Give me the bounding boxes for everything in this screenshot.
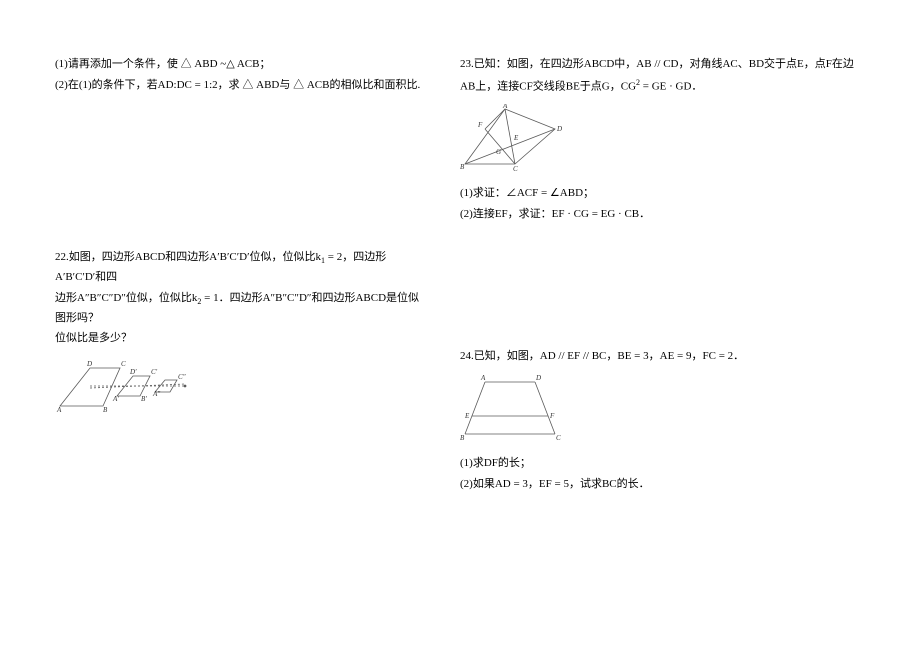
- svg-text:C: C: [556, 434, 561, 442]
- svg-text:F: F: [549, 412, 555, 420]
- svg-text:E: E: [513, 134, 519, 142]
- svg-text:B′: B′: [141, 395, 147, 403]
- q22: 22.如图，四边形ABCD和四边形A′B′C′D′位似，位似比k1 = 2，四边…: [55, 248, 425, 416]
- svg-text:A: A: [56, 406, 62, 414]
- q22-line3: 位似比是多少？: [55, 329, 425, 348]
- svg-text:D: D: [535, 374, 541, 382]
- q23-part2: (2)连接EF，求证：EF · CG = EG · CB．: [460, 205, 860, 224]
- svg-text:C: C: [121, 360, 126, 368]
- q23-number: 23.: [460, 58, 474, 70]
- svg-text:D′: D′: [129, 368, 137, 376]
- svg-text:F: F: [477, 121, 483, 129]
- q24-diagram: A D E F B C: [460, 374, 860, 444]
- q23-diagram: A B C D E F G: [460, 104, 860, 174]
- q22-number: 22.: [55, 251, 69, 263]
- svg-text:A: A: [502, 104, 508, 110]
- q24-part1: (1)求DF的长；: [460, 454, 860, 473]
- svg-text:C′: C′: [151, 368, 158, 376]
- q21: (1)请再添加一个条件，使 △ ABD ~△ ACB； (2)在(1)的条件下，…: [55, 55, 425, 94]
- svg-text:C: C: [513, 165, 518, 173]
- q22-diagram: A D C B A′ D′ C′ B′ A″ C″: [55, 356, 425, 416]
- svg-text:A″: A″: [152, 390, 160, 398]
- svg-text:D: D: [86, 360, 92, 368]
- svg-text:D: D: [556, 125, 562, 133]
- svg-text:B: B: [460, 434, 465, 442]
- svg-text:G: G: [496, 148, 501, 156]
- q21-part1: (1)请再添加一个条件，使 △ ABD ~△ ACB；: [55, 55, 425, 74]
- q23-line1: 23.已知：如图，在四边形ABCD中，AB // CD，对角线AC、BD交于点E…: [460, 55, 860, 74]
- q24-line1: 24.已知，如图，AD // EF // BC，BE = 3，AE = 9，FC…: [460, 347, 860, 366]
- svg-text:B: B: [460, 163, 465, 171]
- q24-number: 24.: [460, 350, 474, 362]
- svg-text:A′: A′: [112, 395, 119, 403]
- q21-part2: (2)在(1)的条件下，若AD:DC = 1:2，求 △ ABD与 △ ACB的…: [55, 76, 425, 95]
- q24: 24.已知，如图，AD // EF // BC，BE = 3，AE = 9，FC…: [460, 347, 860, 493]
- q22-line1: 22.如图，四边形ABCD和四边形A′B′C′D′位似，位似比k1 = 2，四边…: [55, 248, 425, 286]
- q23: 23.已知：如图，在四边形ABCD中，AB // CD，对角线AC、BD交于点E…: [460, 55, 860, 223]
- q24-part2: (2)如果AD = 3，EF = 5，试求BC的长．: [460, 475, 860, 494]
- q22-line2: 边形A″B″C″D″位似，位似比k2 = 1．四边形A″B″C″D″和四边形AB…: [55, 289, 425, 327]
- svg-text:C″: C″: [178, 373, 186, 381]
- svg-text:A: A: [480, 374, 486, 382]
- q23-part1: (1)求证：∠ACF = ∠ABD；: [460, 184, 860, 203]
- q23-line2: AB上，连接CF交线段BE于点G，CG2 = GE · GD．: [460, 76, 860, 96]
- svg-text:E: E: [464, 412, 470, 420]
- svg-text:B: B: [103, 406, 108, 414]
